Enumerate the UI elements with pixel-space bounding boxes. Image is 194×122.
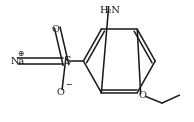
Text: O: O [56, 88, 64, 97]
Text: H₂N: H₂N [99, 6, 120, 15]
Text: ⊕: ⊕ [17, 49, 24, 58]
Text: O: O [51, 25, 59, 34]
Text: O: O [139, 91, 146, 100]
Text: Na: Na [11, 56, 25, 66]
Text: S: S [63, 56, 71, 66]
Text: −: − [66, 80, 73, 89]
